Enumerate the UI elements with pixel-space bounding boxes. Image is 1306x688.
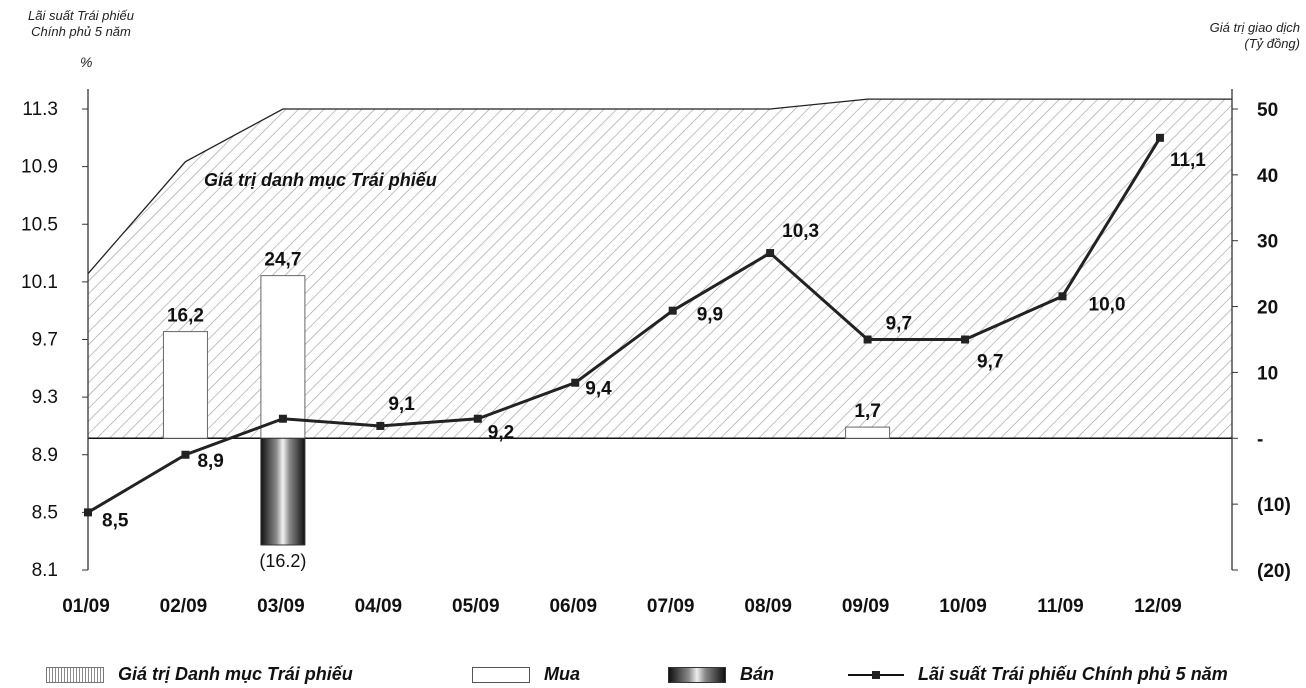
buy-bar-03/09 [260, 275, 306, 439]
right-tick-label-3: 20 [1257, 298, 1278, 319]
x-tick-label-11/09: 11/09 [1037, 596, 1084, 617]
left-tick-label-7: 8.5 [32, 502, 58, 523]
rate-point-06/09 [571, 378, 580, 387]
legend-rate-label: Lãi suất Trái phiếu Chính phủ 5 năm [918, 664, 1228, 684]
buy-bar-09/09 [845, 426, 891, 439]
left-tick-label-1: 10.9 [21, 157, 58, 178]
rate-label-02/09: 8,9 [197, 451, 223, 472]
legend-portfolio: Giá trị Danh mục Trái phiếu [46, 664, 353, 685]
rate-point-01/09 [84, 508, 92, 517]
rate-label-08/09: 10,3 [782, 221, 819, 242]
right-tick-label-2: 30 [1257, 232, 1278, 253]
left-tick-label-2: 10.5 [21, 214, 58, 235]
x-tick-label-05/09: 05/09 [452, 596, 500, 617]
right-tick-label-4: 10 [1257, 363, 1278, 384]
rate-point-12/09 [1155, 133, 1164, 142]
x-tick-label-06/09: 06/09 [549, 596, 597, 617]
area-annotation: Giá trị danh mục Trái phiếu [204, 170, 437, 190]
rate-label-12/09: 11,1 [1170, 150, 1206, 171]
buy-bar-02/09 [162, 331, 208, 439]
x-tick-label-01/09: 01/09 [62, 596, 110, 617]
x-tick-label-02/09: 02/09 [160, 596, 208, 617]
chart-legend: Giá trị Danh mục Trái phiếu Mua Bán Lãi … [0, 658, 1306, 688]
rate-label-06/09: 9,4 [585, 379, 612, 400]
portfolio-area-outline [87, 98, 1232, 275]
gradient-swatch-icon [668, 666, 726, 683]
sell-label-03/09: (16.2) [259, 551, 306, 571]
left-tick-label-0: 11.3 [22, 99, 58, 120]
left-axis-unit: % [80, 54, 93, 70]
rate-point-03/09 [278, 414, 287, 423]
rate-point-10/09 [961, 335, 970, 344]
legend-rate: Lãi suất Trái phiếu Chính phủ 5 năm [848, 664, 1228, 685]
rate-point-11/09 [1058, 292, 1067, 301]
rate-line [87, 137, 1162, 514]
chart-canvas: 11.3 10.9 10.5 10.1 9.7 9.3 8.9 8.5 8.1 50 40 30 20 1… [21, 89, 1291, 617]
hatch-swatch-icon [46, 666, 104, 683]
legend-portfolio-label: Giá trị Danh mục Trái phiếu [118, 664, 353, 684]
rate-label-05/09: 9,2 [488, 423, 514, 444]
right-tick-label-6: (10) [1257, 495, 1291, 516]
portfolio-area [88, 99, 1232, 439]
rate-label-10/09: 9,7 [977, 352, 1003, 373]
right-axis-title: Giá trị giao dịch (Tỷ đồng) [1150, 20, 1300, 52]
legend-sell-label: Bán [740, 664, 775, 684]
rate-label-01/09: 8,5 [102, 510, 129, 531]
rate-point-08/09 [766, 249, 775, 258]
x-tick-label-03/09: 03/09 [257, 596, 305, 617]
right-axis-title-line1: Giá trị giao dịch [1209, 20, 1300, 35]
buy-label-03/09: 24,7 [264, 250, 301, 271]
legend-buy: Mua [472, 664, 580, 685]
x-tick-label-08/09: 08/09 [744, 596, 792, 617]
left-axis-title-line2: Chính phủ 5 năm [31, 24, 131, 39]
rate-point-02/09 [181, 450, 190, 459]
rate-point-05/09 [473, 414, 482, 423]
rate-point-04/09 [376, 421, 385, 430]
x-tick-label-07/09: 07/09 [647, 596, 695, 617]
right-tick-label-0: 50 [1257, 100, 1278, 121]
rate-label-09/09: 9,7 [886, 314, 912, 335]
x-tick-label-04/09: 04/09 [355, 596, 403, 617]
rate-label-11/09: 10,0 [1089, 294, 1126, 315]
left-axis-title-line1: Lãi suất Trái phiếu [28, 8, 134, 23]
rate-point-07/09 [668, 306, 677, 315]
right-tick-label-5: - [1257, 429, 1263, 450]
rate-label-04/09: 9,1 [388, 394, 415, 415]
white-box-swatch-icon [472, 666, 530, 683]
right-tick-label-1: 40 [1257, 166, 1278, 187]
legend-sell: Bán [668, 664, 774, 685]
line-marker-swatch-icon [848, 667, 904, 683]
left-axis-title: Lãi suất Trái phiếu Chính phủ 5 năm [6, 8, 156, 40]
sell-bar-03/09 [260, 437, 306, 546]
right-axis-title-line2: (Tỷ đồng) [1244, 36, 1300, 51]
right-tick-label-7: (20) [1257, 561, 1291, 582]
x-tick-label-09/09: 09/09 [842, 596, 890, 617]
legend-buy-label: Mua [544, 664, 580, 684]
left-tick-label-6: 8.9 [32, 445, 58, 466]
left-tick-label-3: 10.1 [21, 272, 58, 293]
x-tick-label-12/09: 12/09 [1134, 596, 1182, 617]
buy-label-09/09: 1,7 [854, 401, 880, 422]
rate-label-07/09: 9,9 [697, 305, 723, 326]
x-tick-label-10/09: 10/09 [939, 596, 987, 617]
left-tick-label-4: 9.7 [32, 330, 58, 351]
buy-label-02/09: 16,2 [167, 306, 204, 327]
left-tick-label-8: 8.1 [32, 560, 58, 581]
left-tick-label-5: 9.3 [32, 387, 58, 408]
rate-point-09/09 [863, 335, 872, 344]
